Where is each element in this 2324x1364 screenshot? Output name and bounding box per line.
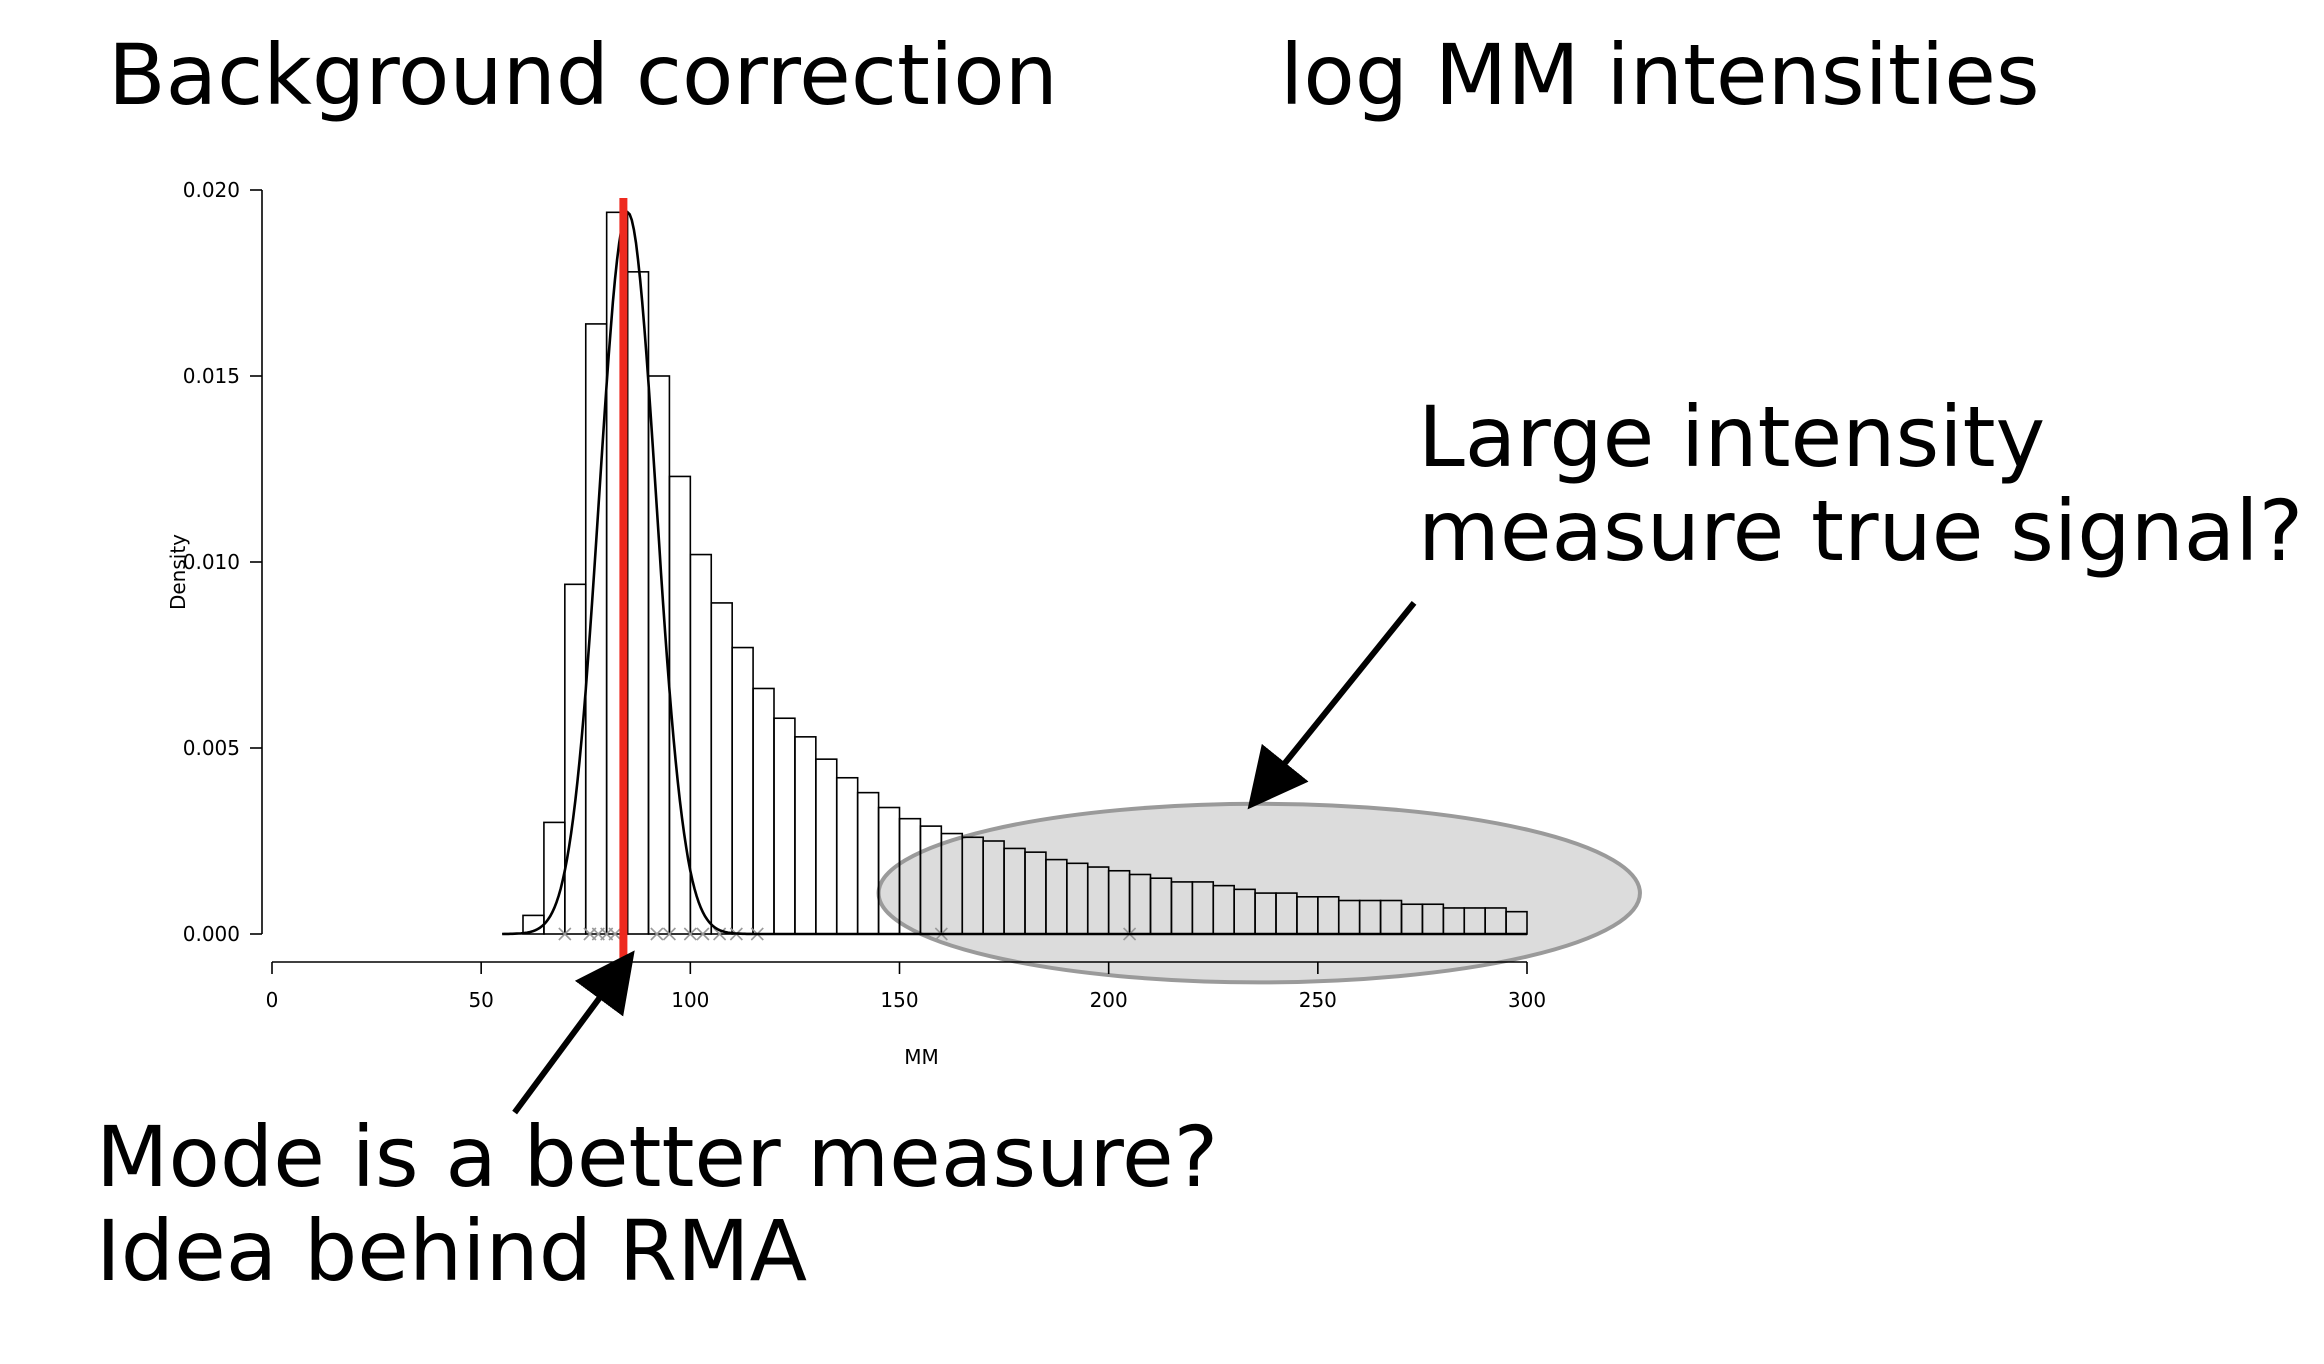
annotation-large-intensity: Large intensity measure true signal? — [1418, 390, 2303, 578]
x-tick-label: 0 — [266, 988, 279, 1012]
histogram-bar — [564, 583, 587, 935]
x-tick-label: 300 — [1508, 988, 1546, 1012]
annotation-bottom-line-2: Idea behind RMA — [96, 1202, 808, 1301]
rug-mark — [683, 927, 697, 941]
histogram-bar — [835, 776, 859, 935]
rug-mark — [650, 927, 664, 941]
histogram-bar — [543, 821, 566, 935]
histogram-bar — [668, 475, 692, 935]
rug-mark — [696, 927, 710, 941]
rug-mark — [662, 927, 676, 941]
y-tick-label: 0.000 — [183, 922, 240, 946]
annotation-right-line-2: measure true signal? — [1418, 482, 2304, 581]
histogram-bar — [856, 791, 880, 935]
annotation-bottom-line-1: Mode is a better measure? — [96, 1108, 1219, 1206]
y-axis-title: Density — [166, 534, 190, 610]
y-tick-label: 0.015 — [183, 364, 240, 388]
x-tick-label: 200 — [1090, 988, 1128, 1012]
histogram-bar — [794, 736, 817, 935]
histogram-bar — [710, 602, 733, 935]
annotation-mode: Mode is a better measure? Idea behind RM… — [96, 1110, 1218, 1298]
histogram-bar — [815, 758, 838, 935]
x-tick-label: 100 — [671, 988, 709, 1012]
slide-title-right: log MM intensities — [1280, 26, 2040, 124]
histogram-bar — [626, 271, 650, 935]
annotation-arrow — [1247, 601, 1417, 810]
annotation-arrow — [512, 950, 635, 1115]
slide-title-left: Background correction — [108, 26, 1058, 124]
y-tick-label: 0.020 — [183, 178, 240, 202]
y-tick-label: 0.005 — [183, 736, 240, 760]
rug-mark — [713, 927, 727, 941]
rug-mark — [608, 927, 622, 941]
y-tick-label: 0.010 — [183, 550, 240, 574]
histogram-bar — [689, 553, 713, 935]
histogram-bar — [752, 687, 775, 935]
density-curve — [502, 210, 1527, 936]
x-tick-label: 50 — [468, 988, 493, 1012]
x-tick-label: 150 — [880, 988, 918, 1012]
histogram-bar — [731, 646, 754, 935]
x-axis-title: MM — [904, 1045, 939, 1069]
x-tick-label: 250 — [1299, 988, 1337, 1012]
histogram-bar — [773, 717, 796, 935]
annotation-right-line-1: Large intensity — [1418, 388, 2046, 486]
rug-mark — [558, 927, 572, 941]
